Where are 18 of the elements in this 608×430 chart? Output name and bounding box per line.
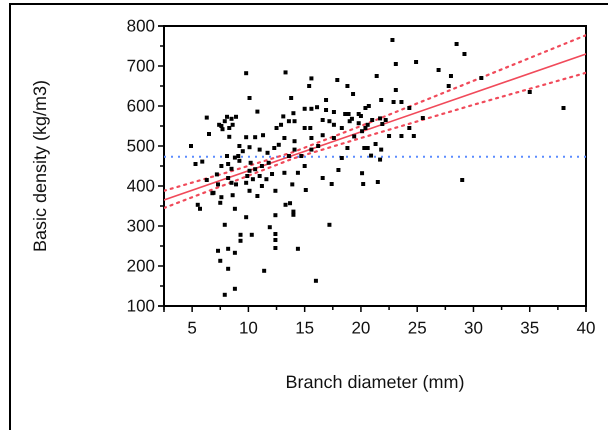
x-tick-label: 30 xyxy=(464,318,483,338)
y-tick-label: 100 xyxy=(126,296,155,316)
y-tick-label: 600 xyxy=(126,96,155,116)
x-tick-label: 15 xyxy=(295,318,314,338)
x-tick-label: 25 xyxy=(408,318,427,338)
x-tick-label: 40 xyxy=(576,318,596,338)
y-tick-label: 400 xyxy=(126,176,155,196)
y-tick-label: 300 xyxy=(126,216,155,236)
y-tick-label: 500 xyxy=(126,136,155,156)
y-tick-label: 200 xyxy=(126,256,155,276)
x-axis-title: Branch diameter (mm) xyxy=(285,372,465,392)
x-tick-label: 5 xyxy=(187,318,197,338)
y-axis-title: Basic density (kg/m3) xyxy=(30,80,50,252)
x-tick-label: 10 xyxy=(238,318,258,338)
y-tick-label: 800 xyxy=(126,16,155,36)
x-tick-label: 20 xyxy=(351,318,370,338)
x-tick-label: 35 xyxy=(520,318,540,338)
y-tick-label: 700 xyxy=(126,56,155,76)
